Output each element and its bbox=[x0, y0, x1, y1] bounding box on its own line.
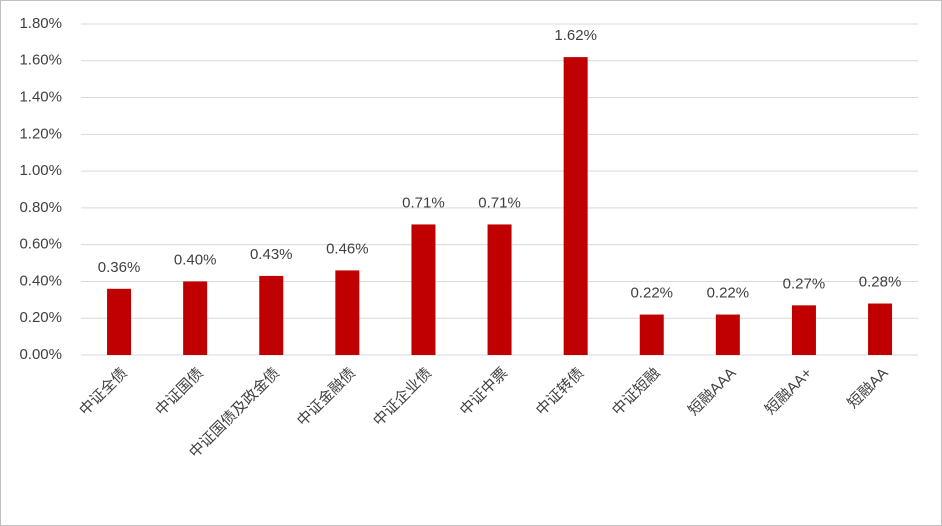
y-tick-label: 0.20% bbox=[19, 309, 62, 326]
value-label: 0.40% bbox=[174, 251, 217, 268]
bar bbox=[487, 224, 512, 355]
bar bbox=[411, 224, 436, 355]
value-label: 0.43% bbox=[250, 246, 293, 263]
bar bbox=[563, 57, 588, 355]
bar bbox=[791, 305, 816, 355]
y-tick-label: 0.40% bbox=[19, 272, 62, 289]
bar bbox=[183, 281, 208, 355]
y-tick-label: 1.80% bbox=[19, 15, 62, 32]
y-tick-label: 1.40% bbox=[19, 89, 62, 106]
bar bbox=[868, 303, 893, 355]
bar bbox=[335, 270, 360, 355]
value-label: 0.27% bbox=[783, 275, 826, 292]
value-label: 0.71% bbox=[402, 194, 445, 211]
y-tick-label: 0.60% bbox=[19, 236, 62, 253]
y-tick-label: 1.20% bbox=[19, 125, 62, 142]
y-tick-label: 1.00% bbox=[19, 162, 62, 179]
bar bbox=[107, 288, 132, 355]
y-tick-label: 0.80% bbox=[19, 199, 62, 216]
value-label: 0.22% bbox=[707, 285, 750, 302]
value-label: 0.28% bbox=[859, 273, 902, 290]
value-label: 0.46% bbox=[326, 240, 369, 257]
bar bbox=[715, 314, 740, 355]
value-label: 1.62% bbox=[554, 27, 597, 44]
y-tick-label: 0.00% bbox=[19, 346, 62, 363]
value-label: 0.71% bbox=[478, 194, 521, 211]
bar bbox=[639, 314, 664, 355]
y-tick-label: 1.60% bbox=[19, 52, 62, 69]
value-label: 0.36% bbox=[98, 259, 141, 276]
value-label: 0.22% bbox=[630, 285, 673, 302]
bar bbox=[259, 275, 284, 355]
